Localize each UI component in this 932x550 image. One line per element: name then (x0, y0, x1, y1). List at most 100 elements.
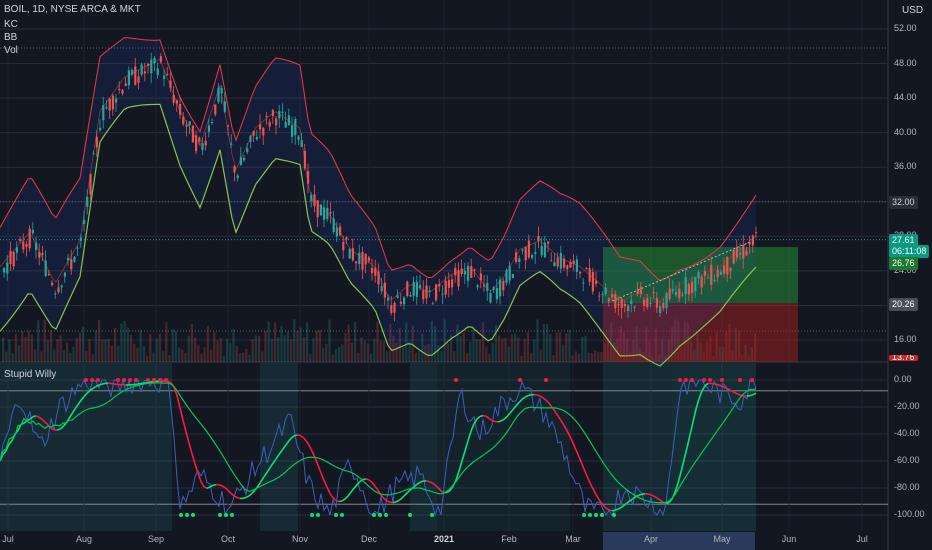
candle-body (700, 276, 703, 288)
volume-bar (462, 332, 465, 362)
sell-marker (146, 378, 150, 382)
candle-body (534, 252, 537, 254)
candle-body (307, 171, 310, 184)
sell-marker (690, 378, 694, 382)
candle-body (255, 136, 258, 140)
candle-body (617, 304, 620, 306)
candle-body (281, 111, 284, 113)
candle-body (620, 298, 623, 308)
volume-bar (491, 342, 494, 362)
signal-line-segment (518, 398, 523, 404)
volume-bar (379, 340, 382, 362)
volume-bar (747, 355, 750, 362)
signal-line-segment (686, 434, 691, 448)
price-tick: 48.00 (894, 57, 917, 68)
volume-bar (587, 352, 590, 362)
candle-body (678, 288, 681, 299)
volume-bar (488, 354, 491, 362)
candle-body (169, 80, 172, 88)
buy-marker (582, 513, 586, 517)
volume-bar (626, 338, 629, 362)
signal-line-segment (446, 490, 451, 494)
signal-line-segment (41, 418, 46, 423)
candle-body (483, 284, 486, 287)
candle-body (380, 286, 383, 292)
signal-line-segment (8, 440, 13, 445)
volume-bar (674, 319, 677, 362)
volume-bar (754, 332, 757, 362)
candle-body (547, 241, 550, 244)
signal-line-segment (440, 490, 445, 494)
volume-bar (619, 326, 622, 362)
sell-marker (678, 378, 682, 382)
signal-line-segment (401, 494, 406, 499)
volume-bar (104, 339, 107, 362)
volume-bar (565, 333, 568, 362)
volume-bar (270, 338, 273, 362)
volume-bar (450, 334, 453, 362)
volume-bar (363, 340, 366, 362)
volume-bar (635, 326, 638, 362)
signal-line-segment (362, 478, 367, 481)
signal-line-segment (752, 392, 757, 396)
signal-line-segment (608, 509, 613, 512)
signal-line-segment (257, 481, 262, 487)
candle-body (502, 280, 505, 291)
signal-line-segment (269, 462, 274, 469)
candle-body (326, 207, 329, 219)
signal-line-segment (581, 463, 586, 472)
volume-bar (744, 344, 747, 362)
signal-line-segment (200, 481, 205, 488)
indicator-kc[interactable]: KC (4, 19, 18, 30)
volume-bar (616, 338, 619, 362)
signal-line-segment (344, 495, 349, 500)
candle-body (710, 264, 713, 285)
candle-body (694, 277, 697, 292)
candle-body (390, 305, 393, 313)
indicator-bb[interactable]: BB (4, 32, 18, 43)
candle-body (115, 98, 118, 103)
price-tick: 36.00 (894, 161, 917, 172)
candle-body (204, 140, 207, 146)
signal-line-segment (227, 489, 232, 494)
osc-tick: -20.00 (894, 401, 920, 411)
volume-bar (181, 349, 184, 362)
volume-bar (654, 328, 657, 362)
candle-body (185, 124, 188, 127)
signal-line-segment (2, 450, 7, 455)
candle-body (201, 143, 204, 151)
buy-marker (600, 513, 604, 517)
volume-bar (523, 338, 526, 362)
sell-marker (84, 378, 88, 382)
candle-body (662, 302, 665, 309)
volume-bar (734, 327, 737, 362)
signal-line-segment (323, 480, 328, 488)
signal-line-segment (488, 417, 493, 422)
buy-marker (384, 513, 388, 517)
volume-bar (216, 340, 219, 362)
symbol-title[interactable]: BOIL, 1D, NYSE ARCA & MKT (4, 4, 141, 15)
signal-line-segment (539, 395, 544, 399)
volume-bar (738, 331, 741, 362)
candle-body (403, 297, 406, 305)
volume-bar (658, 354, 661, 362)
buy-marker (378, 513, 382, 517)
signal-line-segment (245, 495, 250, 499)
sub-pane-title[interactable]: Stupid Willy (4, 369, 57, 380)
signal-line-segment (692, 408, 697, 423)
sell-marker (158, 378, 162, 382)
candle-body (511, 274, 514, 278)
volume-bar (366, 343, 369, 362)
indicator-vol[interactable]: Vol (4, 45, 18, 56)
candle-body (172, 94, 175, 103)
candle-body (572, 260, 575, 264)
signal-line-segment (62, 422, 67, 428)
signal-line-segment (284, 441, 289, 447)
candle-body (611, 294, 614, 298)
signal-line-segment (455, 470, 460, 481)
volume-bar (702, 352, 705, 362)
volume-bar (546, 323, 549, 362)
volume-bar (142, 345, 145, 362)
buy-marker (185, 513, 189, 517)
